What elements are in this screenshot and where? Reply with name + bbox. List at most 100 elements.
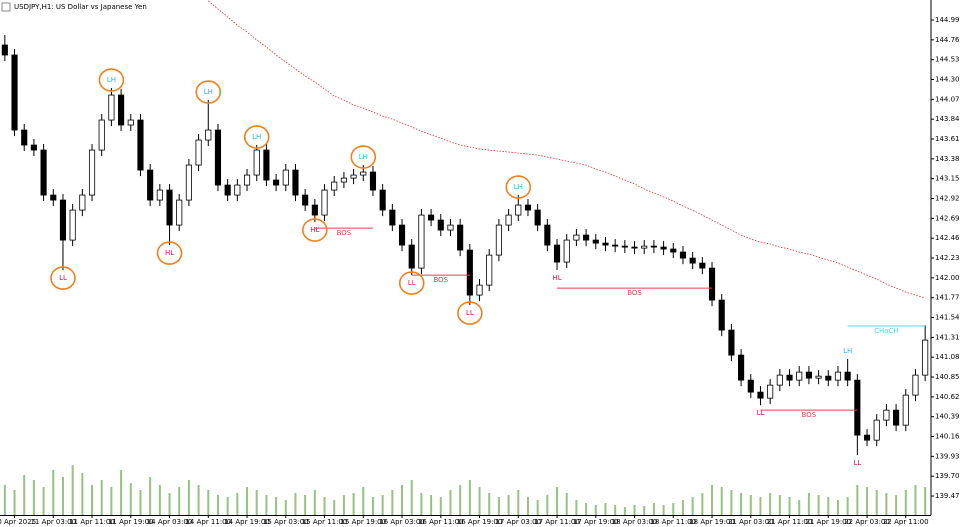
y-tick-label: 139.470 <box>935 492 960 500</box>
candle-body <box>699 262 706 269</box>
volume-bar <box>32 480 35 515</box>
volume-bar <box>23 475 26 515</box>
volume-bar <box>3 485 6 515</box>
y-tick-label: 143.150 <box>935 175 960 183</box>
highlight-circle <box>243 125 270 149</box>
candle-body <box>40 149 47 196</box>
volume-bar <box>468 480 471 515</box>
candle-body <box>311 204 318 216</box>
structure-label: LH <box>843 347 852 355</box>
candle-body <box>495 224 502 256</box>
candle-body <box>292 169 299 196</box>
level-label: BOS <box>337 229 352 237</box>
volume-bar <box>52 470 55 515</box>
highlight-circle <box>505 175 532 199</box>
x-tick-label: 17 Apr 11:00 <box>534 518 580 526</box>
volume-bar <box>430 495 433 515</box>
candle-body <box>156 189 163 201</box>
level-label: CHoCH <box>874 327 899 335</box>
candle-body <box>679 251 687 259</box>
candle-body <box>457 224 464 251</box>
volume-bar <box>265 495 268 515</box>
x-tick-label: 17 Apr 03:00 <box>495 518 541 526</box>
volume-bar <box>556 487 559 515</box>
candle-body <box>893 409 900 426</box>
volume-bar <box>459 485 462 515</box>
candle-body <box>253 149 260 176</box>
candle-body <box>11 54 18 131</box>
volume-bar <box>207 490 210 515</box>
structure-label: LL <box>757 409 765 417</box>
volume-bar <box>313 490 316 515</box>
candle-body <box>418 214 425 269</box>
structure-label: LH <box>252 133 261 141</box>
volume-bar <box>807 493 810 515</box>
highlight-circle <box>195 80 222 104</box>
candle-body <box>718 299 725 331</box>
volume-bar <box>730 490 733 515</box>
candle-body <box>563 239 570 263</box>
candle-body <box>728 329 735 356</box>
candle-body <box>650 245 657 248</box>
candle-body <box>331 181 338 191</box>
volume-bar <box>420 493 423 515</box>
candle-body <box>776 374 783 386</box>
highlight-circle <box>457 301 483 325</box>
candle-body <box>592 239 599 244</box>
candle-body <box>428 214 435 221</box>
candle-body <box>786 374 793 381</box>
y-tick-label: 142.690 <box>935 214 960 222</box>
candle-body <box>127 119 134 126</box>
candle-body <box>524 204 532 211</box>
x-tick-label: 16 Apr 19:00 <box>457 518 503 526</box>
candle-body <box>389 209 396 226</box>
volume-bar <box>691 497 694 515</box>
candle-body <box>553 244 561 263</box>
level-label: BOS <box>627 289 642 297</box>
candle-body <box>321 189 328 216</box>
volume-bar <box>585 503 588 515</box>
volume-bar <box>662 505 665 515</box>
volume-bar <box>866 487 869 515</box>
y-tick-label: 144.300 <box>935 76 960 84</box>
volume-bar <box>614 505 617 515</box>
y-tick-label: 140.390 <box>935 413 960 421</box>
volume-bar <box>526 497 529 515</box>
candle-body <box>88 149 96 196</box>
volume-bar <box>371 497 374 515</box>
highlight-circle <box>398 271 425 295</box>
volume-bar <box>294 493 297 515</box>
x-tick-label: 15 Apr 11:00 <box>302 518 348 526</box>
x-tick-label: 16 Apr 03:00 <box>379 518 425 526</box>
candle-body <box>408 244 415 269</box>
x-tick-label: 14 Apr 19:00 <box>224 518 270 526</box>
structure-label: HL <box>552 274 561 282</box>
candle-body <box>747 379 754 393</box>
candle-body <box>21 129 28 146</box>
x-tick-label: 21 Apr 19:00 <box>805 518 851 526</box>
candle-body <box>466 249 473 296</box>
candle-body <box>302 194 309 206</box>
chart-icon <box>1 2 11 12</box>
candle-body <box>854 379 861 436</box>
volume-bar <box>488 493 491 515</box>
candle-body <box>166 189 173 226</box>
volume-bar <box>827 497 830 515</box>
volume-bar <box>61 477 64 515</box>
candle-body <box>902 394 909 426</box>
volume-bar <box>129 483 132 515</box>
volume-bar <box>623 507 626 515</box>
level-label: BOS <box>802 411 817 419</box>
volume-bar <box>246 487 249 515</box>
candle-body <box>660 246 667 250</box>
volume-bar <box>149 477 152 515</box>
highlight-circle <box>350 145 377 169</box>
volume-bar <box>352 493 355 515</box>
volume-bar <box>449 490 452 515</box>
volume-bar <box>168 493 171 515</box>
volume-bar <box>158 485 161 515</box>
candle-body <box>670 248 677 253</box>
x-tick-label: 15 Apr 19:00 <box>340 518 386 526</box>
x-tick-label: 18 Apr 19:00 <box>689 518 735 526</box>
